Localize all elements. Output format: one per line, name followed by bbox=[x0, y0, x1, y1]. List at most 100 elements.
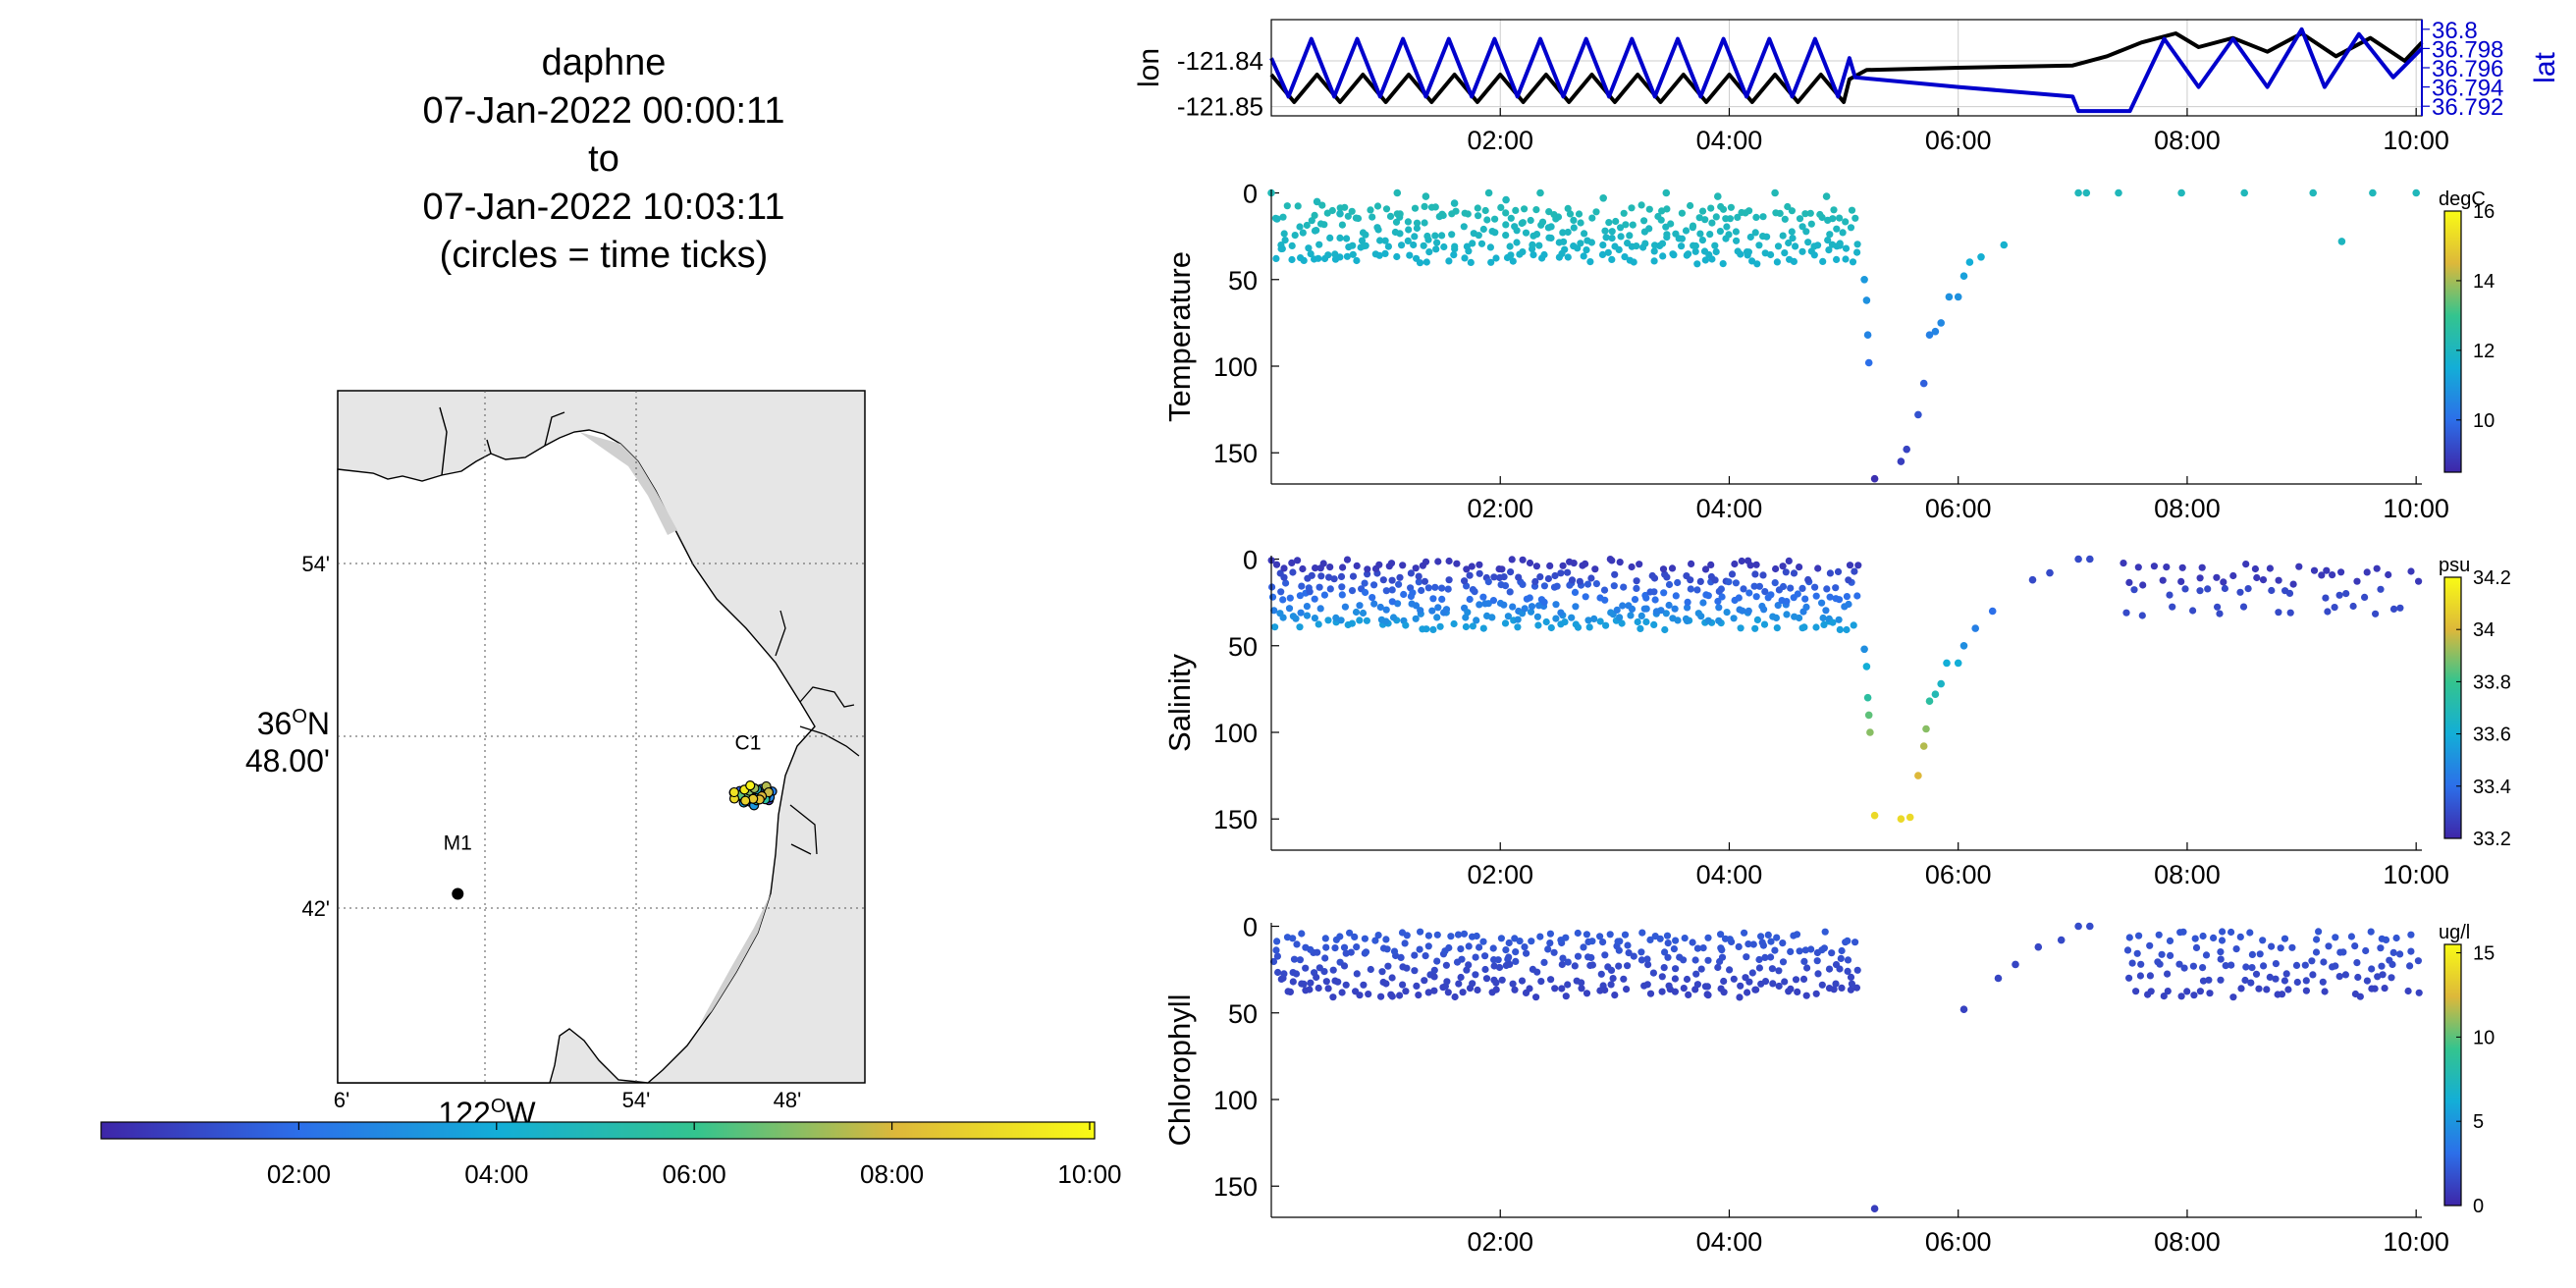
data-point bbox=[1606, 931, 1614, 939]
data-point bbox=[1582, 593, 1589, 601]
x-tick-label: 04:00 bbox=[1696, 1227, 1763, 1257]
data-point bbox=[1759, 941, 1767, 949]
data-point bbox=[1751, 229, 1759, 237]
data-point bbox=[1374, 932, 1382, 939]
data-point bbox=[1445, 943, 1453, 952]
data-point bbox=[1432, 245, 1440, 253]
data-point bbox=[1641, 240, 1649, 247]
data-point bbox=[1338, 221, 1346, 229]
data-point bbox=[1711, 576, 1719, 584]
data-point bbox=[1922, 724, 1930, 733]
data-point bbox=[1559, 229, 1567, 237]
data-point bbox=[1348, 587, 1357, 595]
data-point bbox=[1438, 584, 1446, 592]
data-point bbox=[1828, 241, 1836, 248]
data-point bbox=[2217, 948, 2225, 956]
y-tick-label: 0 bbox=[1243, 546, 1258, 575]
data-point bbox=[1771, 188, 1779, 197]
data-point bbox=[1779, 232, 1787, 240]
data-point bbox=[1697, 965, 1705, 973]
data-point bbox=[2337, 568, 2345, 576]
data-point bbox=[1315, 620, 1322, 628]
data-point bbox=[2253, 573, 2261, 582]
panel-temperature: 02:00 04:00 06:00 08:00 10:00 0 50 100 150 Temper… bbox=[1162, 180, 2495, 523]
data-point bbox=[1507, 214, 1515, 222]
data-point bbox=[1836, 965, 1844, 973]
data-point bbox=[2199, 977, 2208, 985]
data-point bbox=[1634, 617, 1641, 626]
data-point bbox=[1551, 571, 1559, 580]
data-point bbox=[1959, 272, 1968, 281]
data-point bbox=[1864, 711, 1873, 720]
data-point bbox=[2196, 574, 2204, 582]
data-point bbox=[2321, 988, 2329, 995]
data-point bbox=[1718, 593, 1726, 601]
data-point bbox=[1285, 605, 1294, 613]
map-lon-tick-48: 48' bbox=[774, 1088, 802, 1112]
data-point bbox=[1691, 956, 1699, 964]
y-tick-label: 150 bbox=[1213, 805, 1258, 834]
data-point bbox=[1475, 212, 1482, 220]
data-point bbox=[1664, 953, 1672, 961]
data-point bbox=[1540, 958, 1548, 967]
x-tick-label: 10:00 bbox=[2383, 1227, 2449, 1257]
data-point bbox=[1852, 984, 1860, 992]
data-point bbox=[1776, 209, 1784, 217]
data-point bbox=[1714, 597, 1722, 606]
data-point bbox=[1348, 619, 1356, 627]
data-point bbox=[1744, 607, 1752, 615]
data-point bbox=[2322, 594, 2330, 602]
data-point bbox=[1734, 213, 1742, 221]
data-point bbox=[1454, 931, 1463, 939]
data-point bbox=[1598, 250, 1607, 258]
data-point bbox=[1519, 219, 1527, 227]
data-point bbox=[2179, 928, 2187, 936]
data-point bbox=[1578, 979, 1585, 987]
data-point bbox=[1691, 247, 1699, 255]
data-point bbox=[1834, 567, 1843, 576]
data-point bbox=[1324, 251, 1332, 259]
data-point bbox=[2281, 977, 2288, 985]
data-point bbox=[1798, 247, 1806, 255]
data-point bbox=[1835, 616, 1843, 623]
data-point bbox=[2396, 604, 2404, 612]
data-point bbox=[2130, 586, 2138, 594]
data-point bbox=[1290, 955, 1299, 963]
data-point bbox=[1761, 953, 1769, 962]
data-point bbox=[1273, 215, 1281, 223]
data-point bbox=[1830, 986, 1838, 993]
data-point bbox=[1340, 943, 1349, 951]
data-point bbox=[1725, 578, 1733, 586]
data-point bbox=[1862, 663, 1871, 671]
data-point bbox=[2180, 964, 2188, 972]
data-point bbox=[1509, 257, 1517, 265]
data-point bbox=[1420, 242, 1427, 249]
data-point bbox=[1356, 602, 1364, 610]
data-point bbox=[1814, 970, 1822, 978]
data-point bbox=[1436, 622, 1444, 630]
data-point bbox=[2239, 603, 2248, 611]
data-point bbox=[1497, 935, 1505, 942]
data-point bbox=[1965, 258, 1974, 266]
data-point bbox=[2198, 564, 2206, 571]
data-point bbox=[1699, 944, 1707, 952]
data-point bbox=[1442, 961, 1450, 969]
data-point bbox=[1303, 603, 1311, 611]
data-point bbox=[2285, 589, 2294, 598]
data-point bbox=[2415, 577, 2423, 585]
data-point bbox=[1696, 230, 1704, 238]
data-point bbox=[1609, 975, 1617, 983]
data-point bbox=[1847, 973, 1855, 982]
data-point bbox=[1611, 570, 1619, 578]
data-point bbox=[2204, 585, 2212, 593]
data-point bbox=[1814, 564, 1822, 572]
data-point bbox=[1657, 216, 1665, 224]
data-point bbox=[1714, 192, 1722, 200]
data-point bbox=[1693, 260, 1701, 268]
data-point bbox=[1274, 968, 1282, 977]
data-point bbox=[1388, 598, 1396, 606]
data-point bbox=[1412, 564, 1420, 572]
data-point bbox=[1853, 248, 1861, 256]
data-point bbox=[2000, 241, 2009, 249]
data-point bbox=[1311, 595, 1318, 603]
